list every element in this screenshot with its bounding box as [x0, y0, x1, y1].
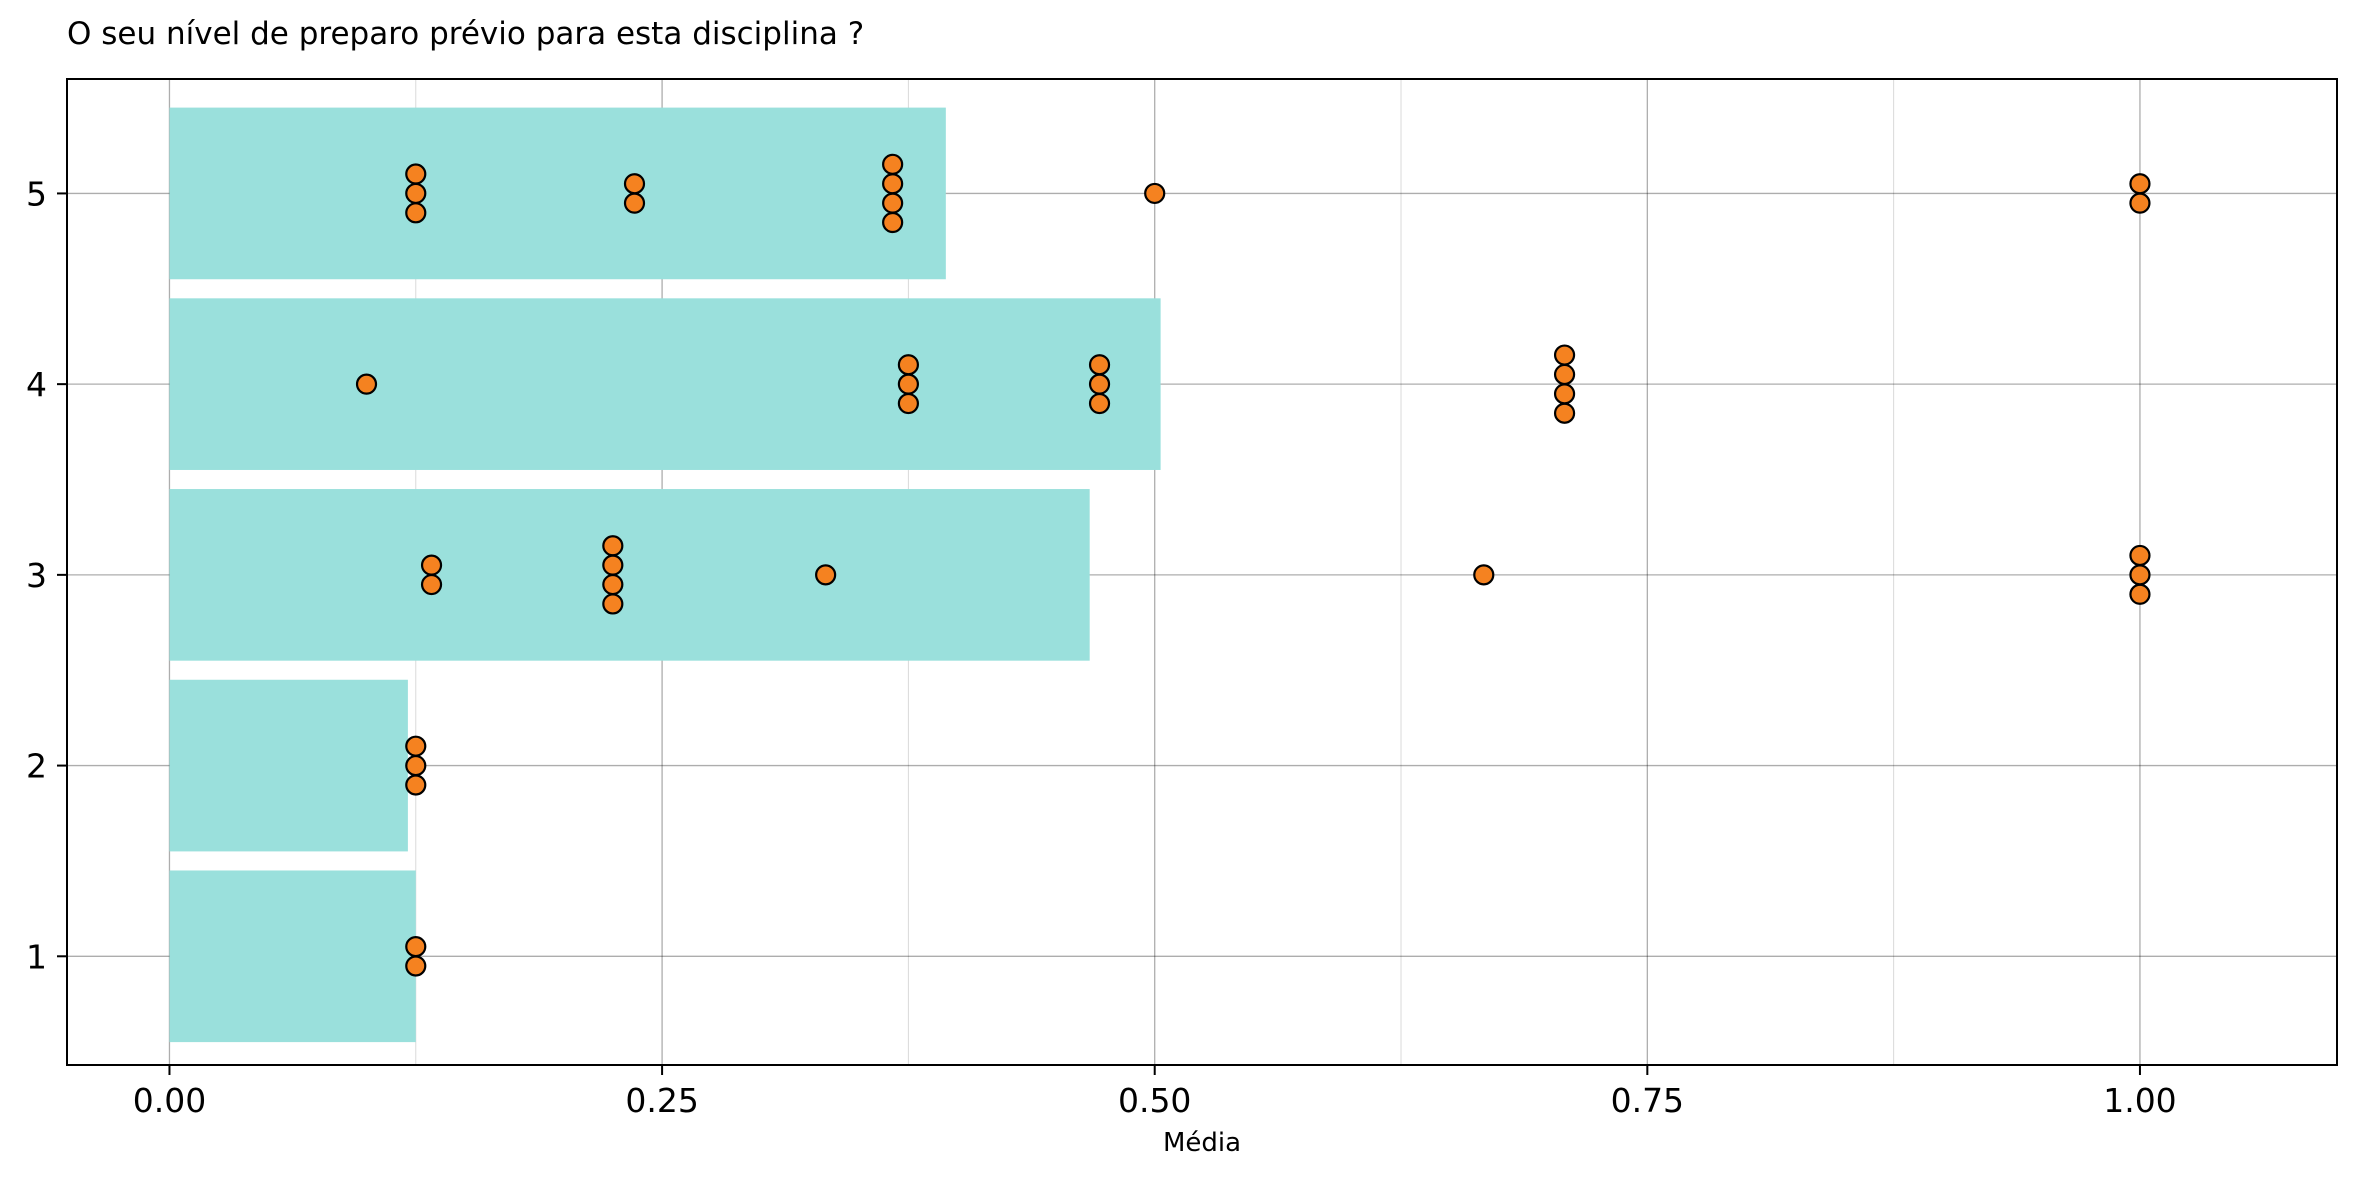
data-point	[405, 935, 427, 958]
data-point	[1088, 373, 1111, 395]
bar	[169, 298, 1161, 470]
data-point	[2129, 564, 2151, 586]
data-point	[405, 735, 427, 757]
data-point	[882, 211, 904, 234]
bar	[169, 489, 1090, 661]
y-tick-label: 5	[26, 174, 47, 213]
bar	[169, 679, 408, 852]
data-point	[2129, 173, 2151, 195]
x-tick-label: 0.75	[1611, 1081, 1684, 1120]
x-tick-label: 1.00	[2103, 1081, 2176, 1120]
data-point	[1088, 354, 1111, 376]
data-point	[897, 392, 919, 415]
y-tick-label: 1	[26, 937, 47, 976]
data-point	[602, 554, 624, 576]
bar-layer	[169, 107, 1161, 1043]
y-tick-label: 2	[26, 747, 47, 786]
data-point	[405, 163, 427, 185]
y-tick-label: 3	[26, 556, 47, 595]
data-point	[1553, 344, 1576, 366]
tick-layer: 0.00 0.25 0.50 0.75 1.00 1 2 3 4 5	[26, 174, 2177, 1120]
data-point	[815, 564, 837, 586]
x-tick-label: 0.25	[625, 1081, 698, 1120]
data-point	[882, 153, 904, 175]
data-point	[405, 754, 427, 777]
data-point	[405, 955, 427, 977]
data-point	[897, 373, 919, 395]
data-point	[623, 192, 646, 214]
data-point	[623, 173, 646, 195]
data-point	[602, 593, 624, 615]
point-layer	[355, 153, 2151, 977]
data-point	[882, 173, 904, 195]
bar	[169, 870, 416, 1043]
data-point	[2129, 192, 2151, 214]
data-point	[1473, 564, 1495, 586]
bar	[169, 107, 946, 280]
data-point	[1553, 402, 1576, 424]
y-tick-label: 4	[26, 365, 47, 404]
data-point	[420, 573, 443, 596]
data-point	[602, 573, 624, 596]
data-point	[420, 554, 443, 576]
data-point	[355, 373, 378, 395]
data-point	[1088, 392, 1111, 415]
data-point	[602, 535, 624, 557]
data-point	[405, 202, 427, 224]
data-point	[405, 774, 427, 796]
chart-title: O seu nível de preparo prévio para esta …	[67, 16, 865, 52]
x-tick-label: 0.00	[133, 1081, 206, 1120]
data-point	[405, 182, 427, 205]
data-point	[882, 192, 904, 214]
data-point	[1144, 182, 1166, 205]
data-point	[897, 354, 919, 376]
data-point	[2129, 544, 2151, 567]
plot-frame	[66, 78, 2338, 1066]
x-axis-label: Média	[1163, 1128, 1241, 1158]
grid-layer	[67, 79, 2337, 1065]
x-tick-label: 0.50	[1118, 1081, 1191, 1120]
data-point	[2129, 583, 2151, 605]
data-point	[1553, 363, 1576, 386]
data-point	[1553, 383, 1576, 405]
